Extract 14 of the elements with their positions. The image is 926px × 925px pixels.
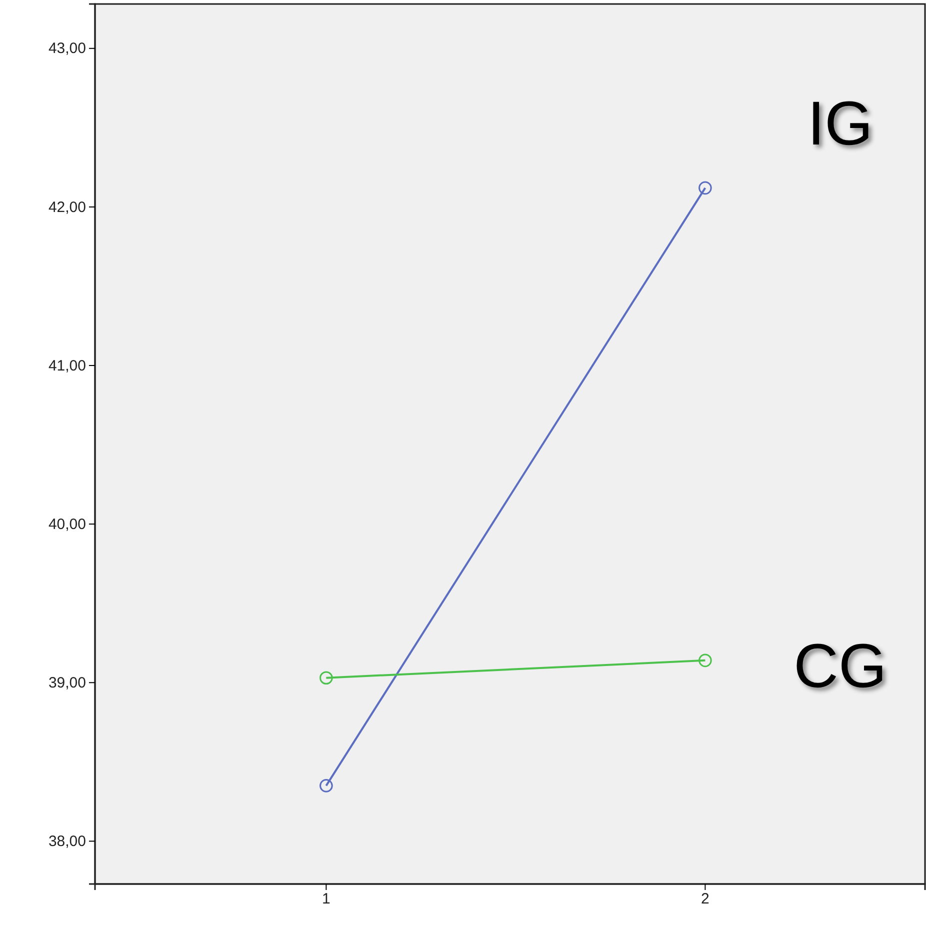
- x-tick-label: 1: [322, 890, 330, 908]
- y-tick-label: 39,00: [48, 674, 86, 692]
- point: [320, 671, 333, 685]
- point: [698, 654, 712, 668]
- series-label: CG: [794, 632, 887, 701]
- y-tick-label: 43,00: [48, 40, 86, 58]
- x-tick-label: 2: [701, 890, 710, 908]
- series-label: IG: [807, 89, 873, 158]
- y-tick-label: 41,00: [48, 357, 86, 374]
- y-tick-label: 40,00: [48, 516, 86, 533]
- y-tick-label: 42,00: [48, 198, 86, 216]
- point: [698, 181, 712, 195]
- y-tick-label: 38,00: [48, 832, 86, 850]
- point: [320, 779, 333, 792]
